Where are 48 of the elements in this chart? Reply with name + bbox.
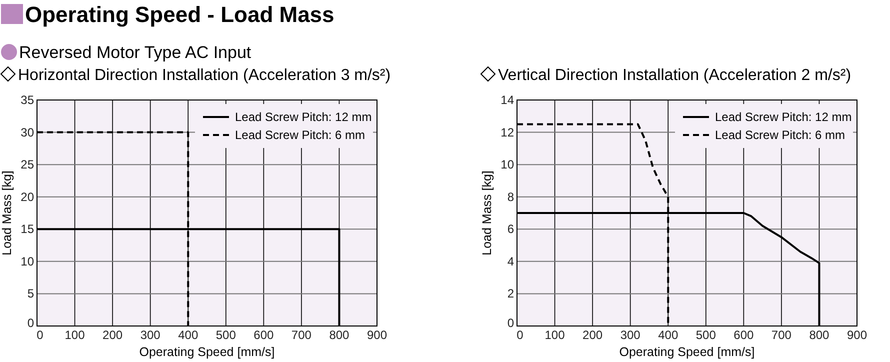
y-tick-label: 25 [20, 158, 34, 172]
chart-title: Operating Speed - Load Mass [25, 2, 334, 27]
y-tick-label: 6 [507, 222, 514, 236]
chart-title: Vertical Direction Installation (Acceleration 2 m/s²) [498, 67, 852, 84]
x-tick-label: 800 [329, 328, 350, 342]
x-tick-label: 500 [696, 328, 716, 342]
y-tick-label: 5 [27, 286, 34, 301]
y-tick-label: 0 [507, 316, 514, 330]
legend-label: Lead Screw Pitch: 6 mm [715, 128, 846, 142]
x-tick-label: 700 [291, 328, 312, 342]
x-tick-label: 600 [254, 328, 274, 342]
y-tick-label: 2 [507, 286, 514, 301]
x-tick-label: 600 [734, 328, 754, 342]
y-tick-label: 10 [20, 254, 34, 268]
y-tick-label: 8 [507, 190, 514, 204]
y-tick-label: 12 [500, 125, 514, 140]
y-tick-label: 30 [20, 125, 34, 140]
x-tick-label: 200 [582, 328, 603, 342]
x-tick-label: 300 [620, 328, 641, 342]
y-tick-label: 0 [27, 316, 34, 330]
x-tick-label: 800 [809, 328, 830, 342]
y-tick-label: 20 [20, 190, 34, 204]
text: Horizontal Direction Installation (Acceleration 3 m/s²) [18, 67, 391, 84]
x-tick-label: 100 [544, 328, 566, 342]
y-tick-label: 35 [20, 93, 34, 107]
legend-label: Lead Screw Pitch: 6 mm [235, 128, 366, 142]
x-tick-label: 300 [140, 328, 161, 342]
x-tick-label: 700 [771, 328, 792, 342]
x-tick-label: 900 [846, 328, 868, 342]
x-tick-label: 500 [216, 328, 236, 342]
x-axis-title: Operating Speed [mm/s] [139, 345, 275, 359]
x-tick-label: 200 [102, 328, 123, 342]
y-axis-title: Load Mass [kg] [480, 170, 494, 256]
x-tick-label: 100 [64, 328, 86, 342]
y-tick-label: 10 [500, 158, 514, 172]
x-tick-label: 400 [658, 328, 678, 342]
x-tick-label: 0 [36, 328, 44, 342]
legend-label: Lead Screw Pitch: 12 mm [235, 110, 372, 124]
chart-subtitle: Reversed Motor Type AC Input [19, 43, 252, 62]
x-tick-label: 0 [516, 328, 524, 342]
y-axis-title: Load Mass [kg] [0, 170, 14, 256]
legend-label: Lead Screw Pitch: 12 mm [715, 110, 852, 124]
y-tick-label: 15 [20, 222, 34, 236]
y-tick-label: 4 [507, 254, 514, 268]
y-tick-label: 14 [500, 93, 514, 107]
x-tick-label: 900 [366, 328, 388, 342]
x-axis-title: Operating Speed [mm/s] [619, 345, 755, 359]
x-tick-label: 400 [178, 328, 198, 342]
